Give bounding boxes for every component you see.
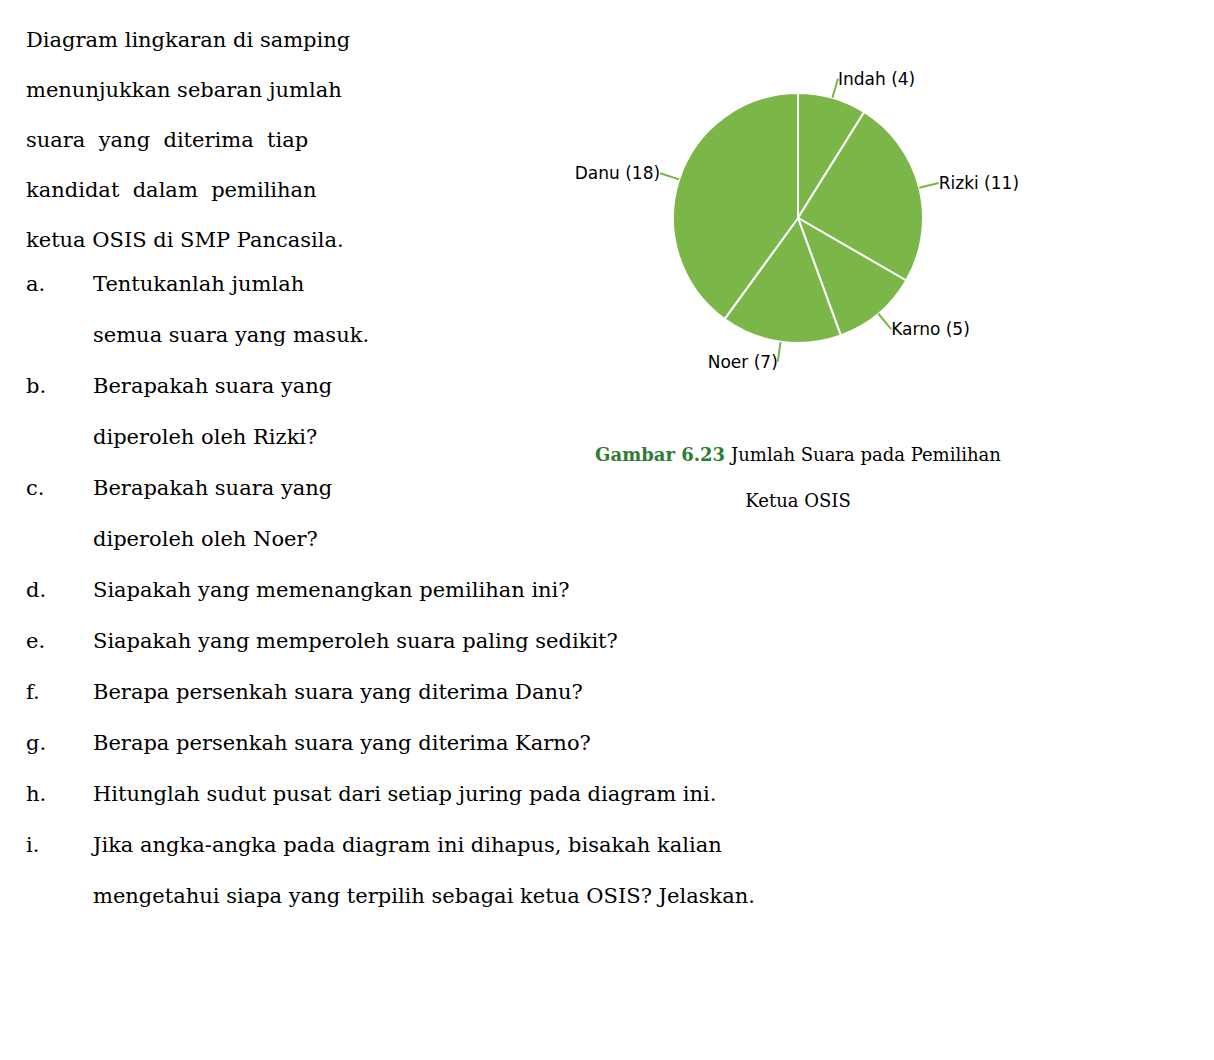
html-text:f.: f. <box>26 680 40 704</box>
html-text:Tentukanlah jumlah: Tentukanlah jumlah <box>93 272 305 296</box>
html-text:diperoleh oleh Noer?: diperoleh oleh Noer? <box>93 527 318 551</box>
html-text:Berapa persenkah suara yang di: Berapa persenkah suara yang diterima Kar… <box>93 731 591 755</box>
html-text:Diagram lingkaran di samping: Diagram lingkaran di samping <box>26 28 351 52</box>
svg-text:Danu (18): Danu (18) <box>575 163 660 183</box>
html-text:Hitunglah sudut pusat dari set: Hitunglah sudut pusat dari setiap juring… <box>93 782 717 806</box>
html-text:g.: g. <box>26 731 47 755</box>
html-text:d.: d. <box>26 578 47 602</box>
html-text:semua suara yang masuk.: semua suara yang masuk. <box>93 323 370 347</box>
html-text:Berapakah suara yang: Berapakah suara yang <box>93 374 333 398</box>
html-text:ketua OSIS di SMP Pancasila.: ketua OSIS di SMP Pancasila. <box>26 228 344 252</box>
svg-text:Noer (7): Noer (7) <box>708 352 778 372</box>
html-text:Jika angka-angka pada diagram: Jika angka-angka pada diagram ini dihapu… <box>93 833 722 857</box>
html-text:h.: h. <box>26 782 47 806</box>
html-text:kandidat dalam pemilihan: kandidat dalam pemilihan <box>26 178 317 202</box>
html-text:suara yang diterima tiap: suara yang diterima tiap <box>26 128 309 152</box>
html-text:Berapakah suara yang: Berapakah suara yang <box>93 476 333 500</box>
svg-text:Indah (4): Indah (4) <box>838 69 915 89</box>
html-text:mengetahui siapa yang terpilih: mengetahui siapa yang terpilih sebagai k… <box>93 884 755 908</box>
html-text:c.: c. <box>26 476 45 500</box>
html-text:diperoleh oleh Rizki?: diperoleh oleh Rizki? <box>93 425 318 449</box>
svg-text:Rizki (11): Rizki (11) <box>939 173 1019 193</box>
html-text:menunjukkan sebaran jumlah: menunjukkan sebaran jumlah <box>26 78 342 102</box>
html-text:Gambar 6.23 Jumlah Suara pada: Gambar 6.23 Jumlah Suara pada Pemilihan <box>595 444 1001 465</box>
html-text:Siapakah yang memperoleh suara: Siapakah yang memperoleh suara paling se… <box>93 629 618 653</box>
html-text:i.: i. <box>26 833 40 857</box>
html-text:Berapa persenkah suara yang di: Berapa persenkah suara yang diterima Dan… <box>93 680 583 704</box>
html-text:Siapakah yang memenangkan pemi: Siapakah yang memenangkan pemilihan ini? <box>93 578 570 602</box>
html-text:a.: a. <box>26 272 46 296</box>
html-text:b.: b. <box>26 374 47 398</box>
svg-text:Karno (5): Karno (5) <box>891 319 970 339</box>
html-text:Ketua OSIS: Ketua OSIS <box>745 490 851 511</box>
html-text:e.: e. <box>26 629 46 653</box>
